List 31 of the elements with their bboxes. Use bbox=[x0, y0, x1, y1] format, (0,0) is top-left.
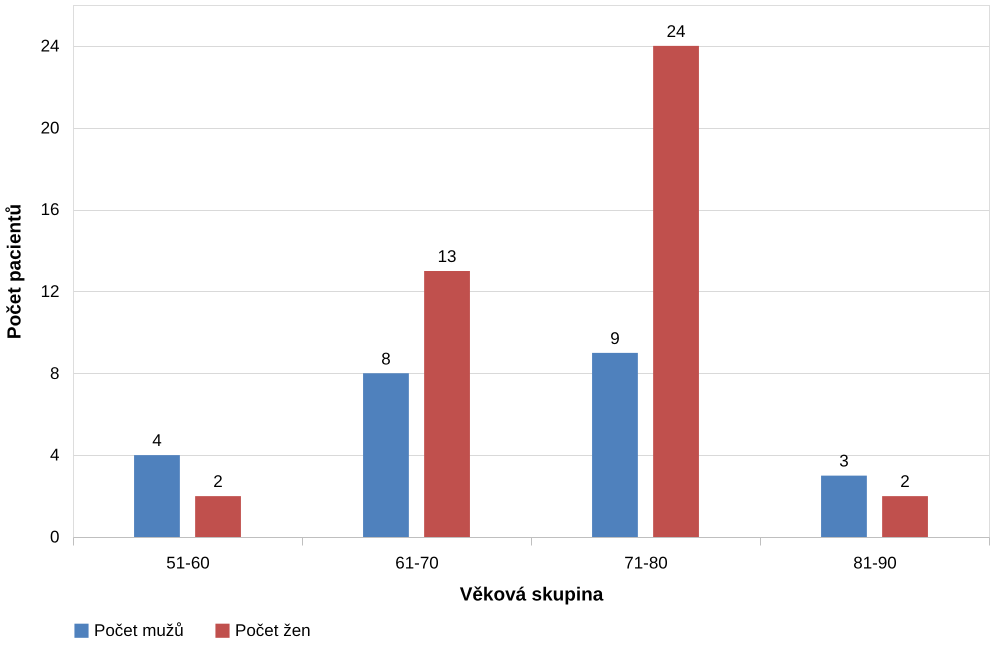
data-label: 9 bbox=[610, 328, 620, 348]
y-tick-label: 12 bbox=[40, 282, 60, 301]
data-label: 13 bbox=[438, 247, 456, 266]
legend-label: Počet žen bbox=[235, 620, 311, 640]
x-tick-label: 71-80 bbox=[624, 554, 668, 572]
data-label: 24 bbox=[666, 22, 686, 41]
y-tick-label: 0 bbox=[50, 528, 60, 546]
y-tick-label: 16 bbox=[40, 200, 60, 220]
y-tick-label: 20 bbox=[40, 118, 60, 138]
bar bbox=[821, 476, 867, 537]
y-tick-label: 8 bbox=[50, 364, 60, 383]
bar bbox=[424, 271, 470, 537]
x-tick-label: 51-60 bbox=[166, 554, 210, 572]
bar bbox=[363, 373, 409, 537]
y-tick-label: 4 bbox=[50, 446, 60, 465]
x-tick-label: 61-70 bbox=[395, 554, 439, 572]
bar bbox=[653, 46, 699, 537]
bar bbox=[195, 496, 241, 537]
data-label: 2 bbox=[213, 472, 223, 492]
bar bbox=[592, 352, 638, 537]
bar bbox=[134, 455, 180, 537]
x-axis-title: Věková skupina bbox=[460, 584, 604, 606]
data-label: 3 bbox=[839, 452, 849, 471]
legend-label: Počet mužů bbox=[94, 620, 184, 640]
bar bbox=[882, 496, 928, 537]
data-label: 2 bbox=[900, 472, 910, 492]
y-tick-label: 24 bbox=[40, 36, 60, 56]
y-axis-title: Počet pacientů bbox=[4, 204, 26, 340]
x-tick-label: 81-90 bbox=[853, 554, 897, 572]
data-label: 4 bbox=[152, 431, 162, 450]
data-label: 8 bbox=[381, 349, 391, 368]
